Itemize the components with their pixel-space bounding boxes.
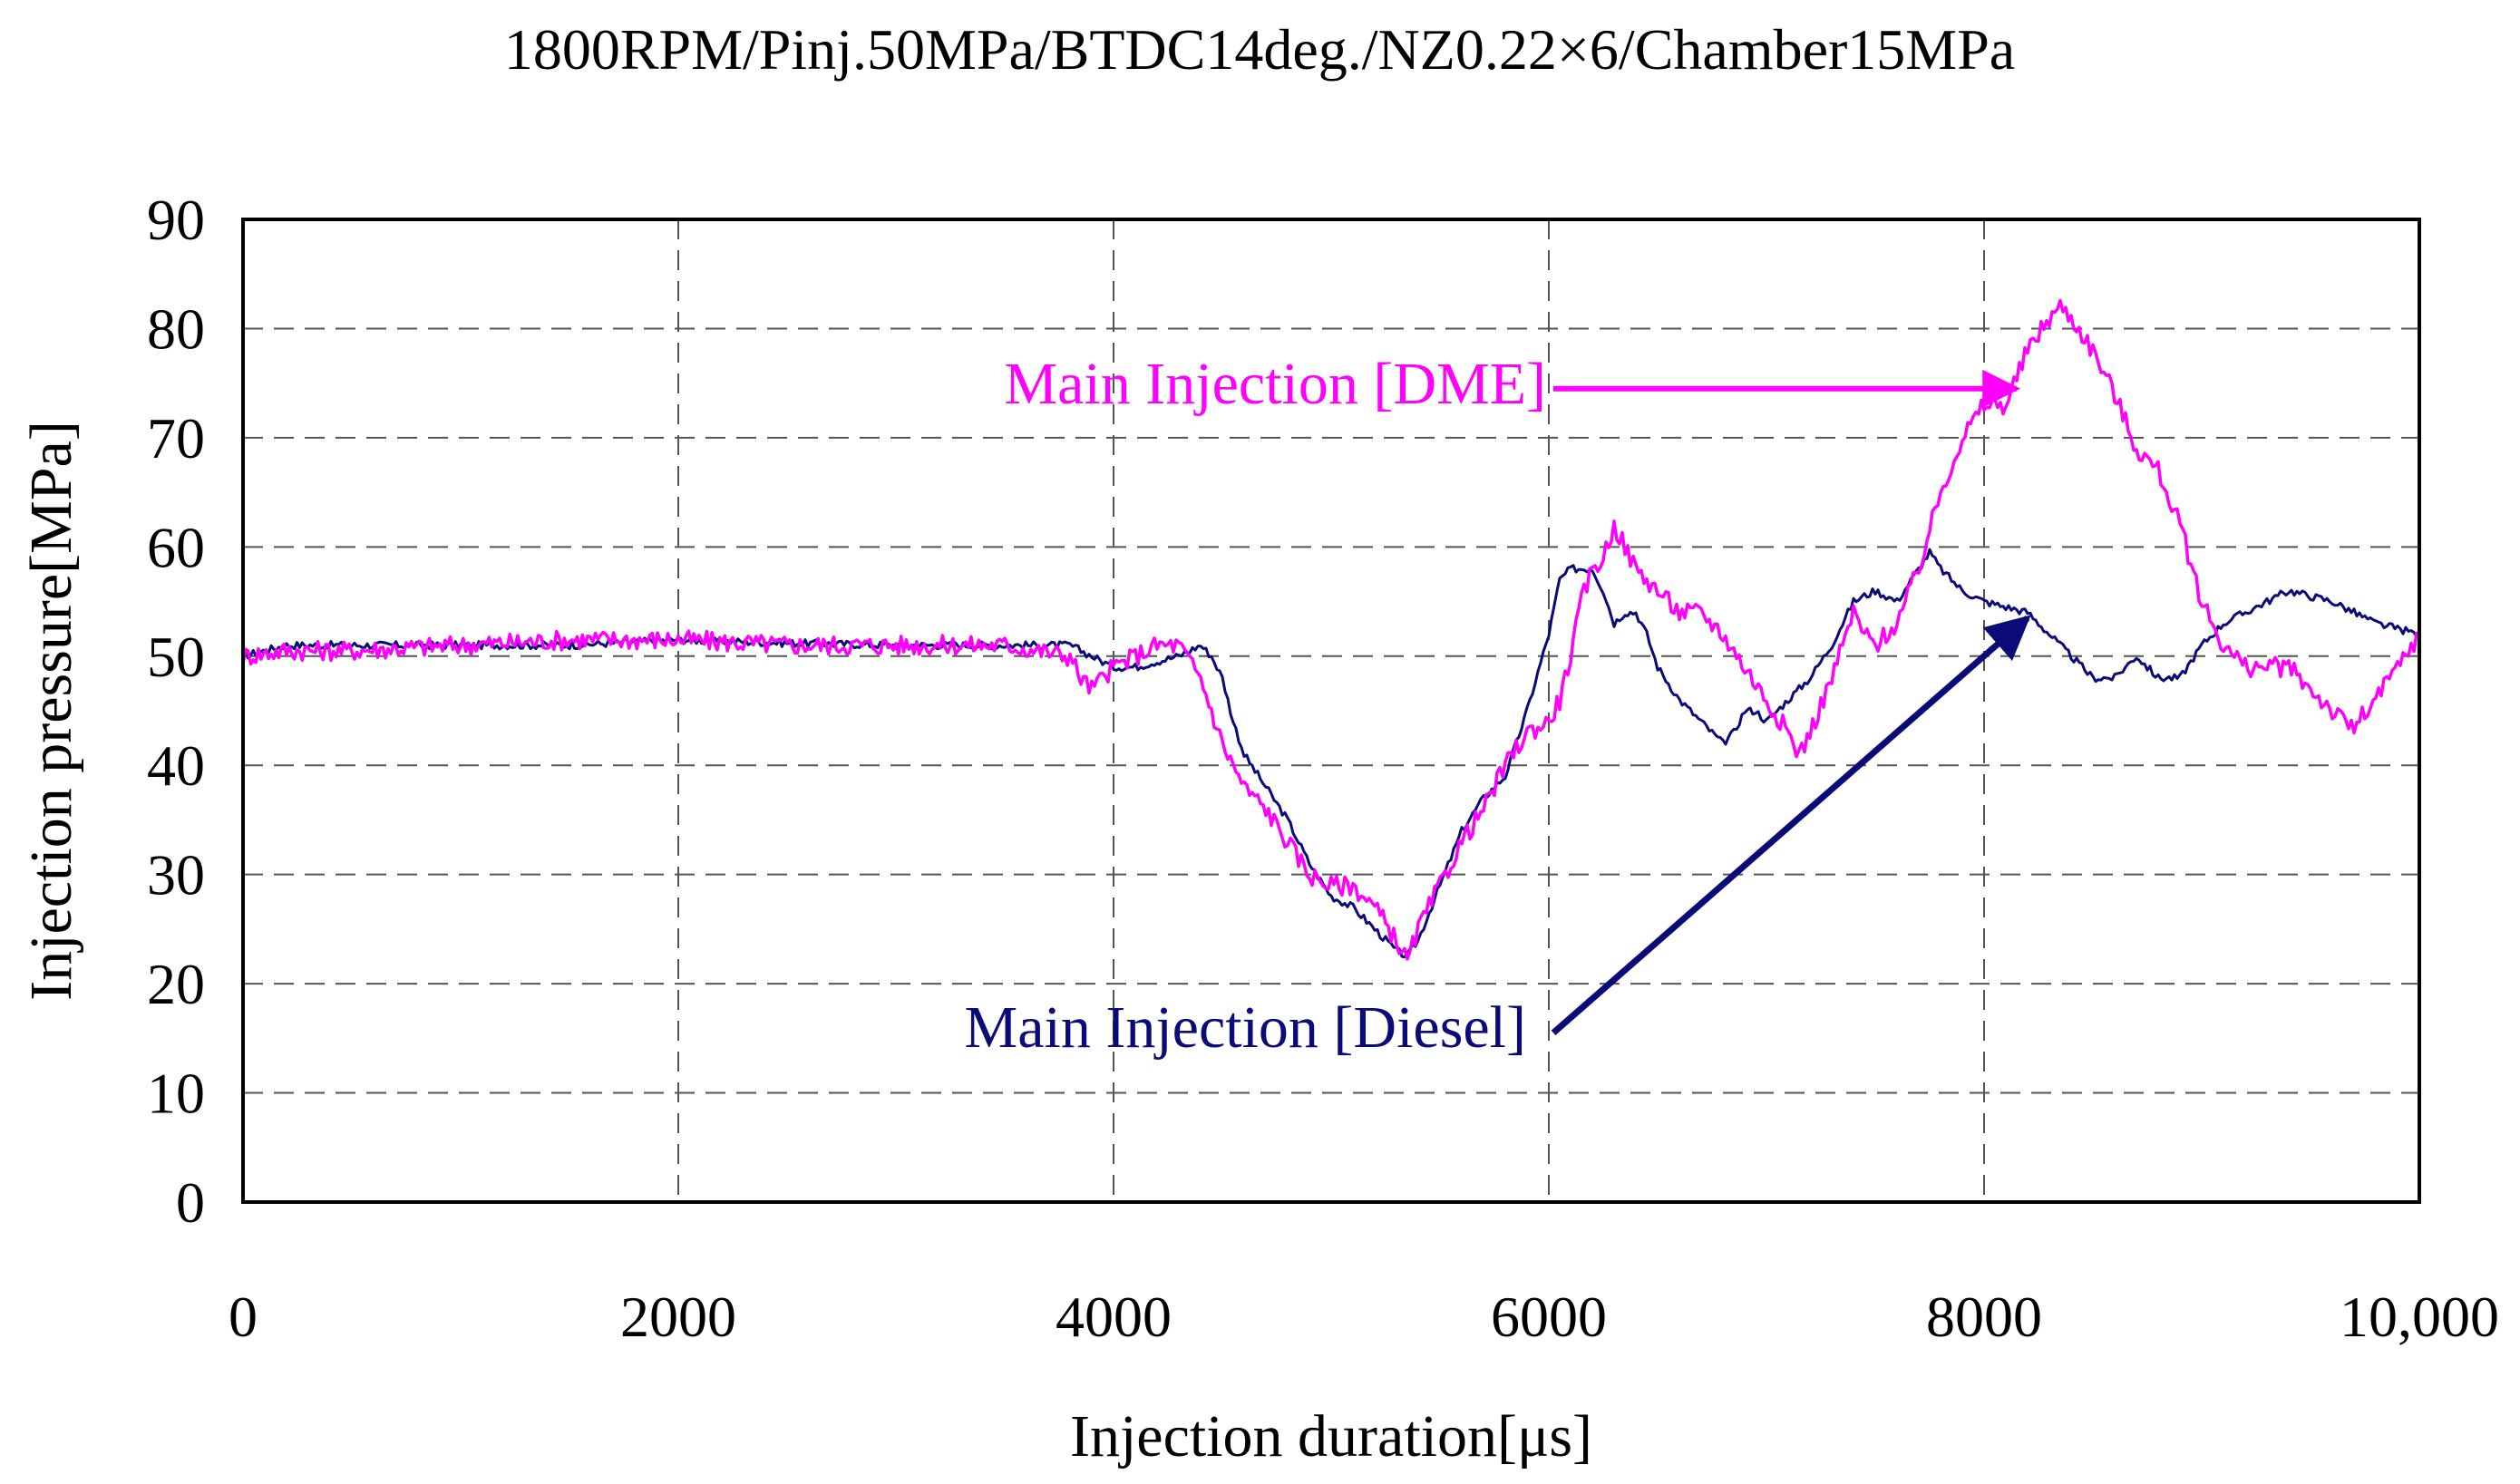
x-tick-label: 4000 [1056, 1285, 1172, 1349]
y-tick-label: 70 [147, 406, 205, 470]
grid [243, 219, 2419, 1202]
x-tick-label: 0 [229, 1285, 258, 1349]
y-tick-label: 60 [147, 515, 205, 579]
y-axis-title: Injection pressure[MPa] [18, 421, 84, 1001]
y-tick-labels: 0 10 20 30 40 50 60 70 80 90 [147, 188, 205, 1235]
chart-title: 1800RPM/Pinj.50MPa/BTDC14deg./NZ0.22×6/C… [504, 17, 2015, 82]
y-tick-label: 50 [147, 625, 205, 689]
y-tick-label: 10 [147, 1062, 205, 1126]
x-tick-labels: 0 2000 4000 6000 8000 10,000 [229, 1285, 2499, 1349]
x-tick-label: 8000 [1926, 1285, 2042, 1349]
x-tick-label: 2000 [620, 1285, 736, 1349]
x-axis-title: Injection duration[μs] [1070, 1403, 1592, 1469]
annotation-diesel-label: Main Injection [Diesel] [965, 994, 1526, 1061]
series-group [241, 298, 2420, 961]
x-tick-label: 6000 [1491, 1285, 1607, 1349]
plot-frame [241, 218, 2421, 1204]
y-tick-label: 80 [147, 296, 205, 361]
annotation-diesel-arrow [1551, 615, 2031, 1035]
y-tick-label: 90 [147, 188, 205, 252]
y-tick-label: 20 [147, 952, 205, 1016]
x-tick-label: 10,000 [2340, 1285, 2499, 1349]
series-line-diesel [242, 548, 2420, 959]
y-tick-label: 0 [176, 1170, 205, 1235]
y-tick-label: 30 [147, 843, 205, 907]
series-line-dme [241, 298, 2420, 961]
annotation-dme-label: Main Injection [DME] [1004, 351, 1546, 417]
annotations: Main Injection [DME] Main Injection [Die… [965, 351, 2031, 1061]
y-tick-label: 40 [147, 733, 205, 798]
